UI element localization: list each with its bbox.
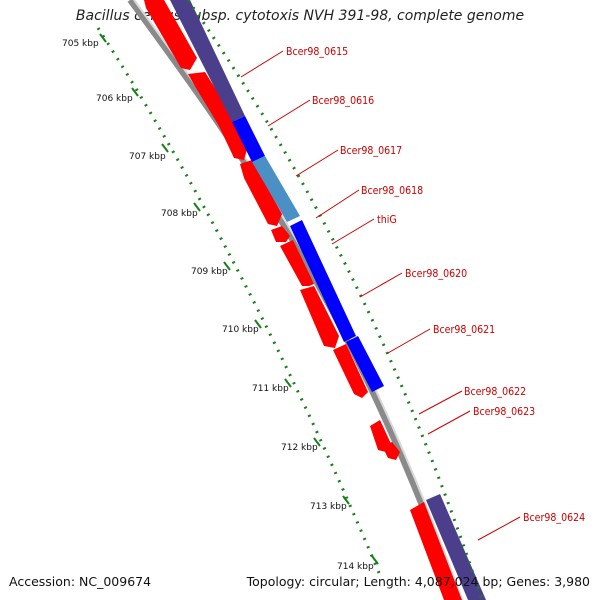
tick-mark xyxy=(99,33,107,43)
outer-tick-ring xyxy=(186,0,484,600)
gene-block-0620 xyxy=(290,220,356,342)
forward-strand-genes xyxy=(144,0,462,600)
tick-label: 709 kbp xyxy=(191,267,228,277)
leader-line xyxy=(295,149,339,177)
gene-label: Bcer98_0618 xyxy=(361,185,423,197)
gene-block-0617 xyxy=(252,156,300,222)
gene-label: Bcer98_0620 xyxy=(405,268,467,280)
leader-line xyxy=(240,50,284,78)
gene-arrow-thig xyxy=(280,240,314,286)
gene-block-0621 xyxy=(346,336,384,392)
gene-label-leaders xyxy=(240,50,521,541)
tick-label: 712 kbp xyxy=(281,443,318,453)
gene-label: Bcer98_0621 xyxy=(433,324,495,336)
gene-arrow-0616-b xyxy=(218,120,248,160)
gene-arrow-0618-small xyxy=(271,226,290,242)
tick-mark xyxy=(193,202,201,212)
tick-label: 710 kbp xyxy=(222,325,259,335)
gene-arrow-0623 xyxy=(382,442,400,460)
tick-label: 708 kbp xyxy=(161,209,198,219)
gene-arrow-0621 xyxy=(333,344,368,398)
backbone-outer xyxy=(127,0,461,600)
tick-label: 711 kbp xyxy=(252,384,289,394)
inner-tick-ring xyxy=(96,27,384,581)
gene-labels: Bcer98_0615 Bcer98_0616 Bcer98_0617 Bcer… xyxy=(286,46,585,524)
gene-arrow-0616-a xyxy=(188,72,236,133)
accession-text: Accession: NC_009674 xyxy=(9,574,152,589)
topology-text: Topology: circular; Length: 4,087,024 bp… xyxy=(246,574,590,589)
tick-mark xyxy=(223,261,231,271)
leader-line xyxy=(267,99,311,127)
tick-label: 705 kbp xyxy=(62,39,99,49)
gene-label: Bcer98_0616 xyxy=(312,95,374,107)
tick-mark xyxy=(131,87,139,97)
gene-label: Bcer98_0624 xyxy=(523,512,585,524)
leader-line xyxy=(359,272,403,298)
leader-line xyxy=(387,328,431,354)
gene-block-0615 xyxy=(170,0,245,122)
gene-block-0624 xyxy=(426,494,486,600)
tick-mark xyxy=(284,378,292,388)
gene-arrow-0615 xyxy=(144,0,197,70)
tick-mark xyxy=(342,495,350,505)
leader-line xyxy=(427,410,471,435)
gene-arrow-0622 xyxy=(370,420,392,452)
leader-line xyxy=(331,218,375,245)
tick-label: 707 kbp xyxy=(129,152,166,162)
gene-label: Bcer98_0623 xyxy=(473,406,535,418)
tick-mark xyxy=(371,555,379,565)
gene-arrow-0620 xyxy=(300,286,339,348)
gene-label: Bcer98_0617 xyxy=(340,145,402,157)
tick-label: 714 kbp xyxy=(337,562,374,572)
gene-label: thiG xyxy=(377,214,397,226)
gene-label: Bcer98_0615 xyxy=(286,46,348,58)
gene-arrow-0624 xyxy=(410,502,462,600)
reverse-strand-genes xyxy=(170,0,486,600)
tick-label: 713 kbp xyxy=(310,502,347,512)
leader-line xyxy=(315,189,360,219)
gene-block-0616 xyxy=(232,116,265,162)
leader-line xyxy=(477,516,521,541)
tick-mark xyxy=(161,143,169,153)
scale-ticks: 705 kbp 706 kbp 707 kbp 708 kbp 709 kbp … xyxy=(62,33,379,572)
tick-mark xyxy=(313,437,321,447)
gene-arrow-0617 xyxy=(240,160,282,226)
leader-line xyxy=(418,390,463,415)
gene-label: Bcer98_0622 xyxy=(464,386,526,398)
tick-mark xyxy=(254,319,262,329)
tick-label: 706 kbp xyxy=(96,94,133,104)
